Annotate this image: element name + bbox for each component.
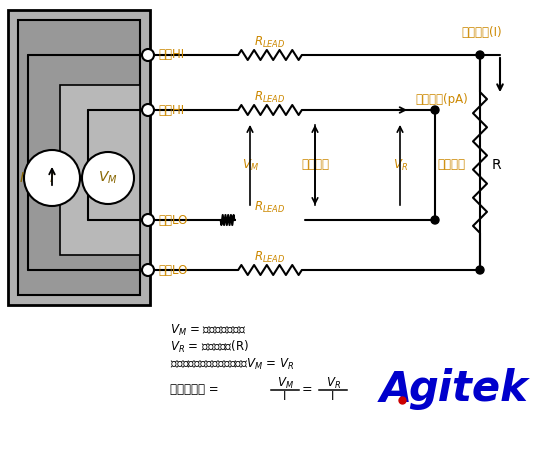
Circle shape (142, 49, 154, 61)
Text: $V_M$ = 仪表测量的电压: $V_M$ = 仪表测量的电压 (170, 322, 246, 337)
Text: $V_M$: $V_M$ (276, 376, 294, 391)
Text: A: A (380, 368, 412, 410)
Circle shape (142, 214, 154, 226)
Text: $V_R$: $V_R$ (392, 157, 408, 173)
Text: $R_{LEAD}$: $R_{LEAD}$ (254, 34, 286, 50)
Text: 引线电阻: 引线电阻 (301, 158, 329, 171)
Circle shape (142, 104, 154, 116)
Circle shape (82, 152, 134, 204)
Text: 测量的电阻 =: 测量的电阻 = (170, 383, 222, 396)
Text: 检测HI: 检测HI (158, 103, 184, 116)
Text: =: = (302, 383, 312, 396)
Text: $V_R$ = 电阻器电压(R): $V_R$ = 电阻器电压(R) (170, 339, 249, 355)
Circle shape (431, 106, 439, 114)
Text: $R_{LEAD}$: $R_{LEAD}$ (254, 89, 286, 105)
Text: 待测电阻: 待测电阻 (437, 158, 465, 171)
Text: 电源HI: 电源HI (158, 49, 184, 61)
Text: 电源LO: 电源LO (158, 263, 187, 276)
Text: $V_M$: $V_M$ (242, 157, 259, 173)
Text: I: I (283, 390, 286, 403)
Text: 检测电流(pA): 检测电流(pA) (415, 93, 468, 106)
Polygon shape (18, 20, 140, 295)
Text: R: R (492, 158, 501, 172)
Text: $R_{LEAD}$: $R_{LEAD}$ (254, 249, 286, 265)
Text: 由于检测电流可以忽略，所以$V_M$ = $V_R$: 由于检测电流可以忽略，所以$V_M$ = $V_R$ (170, 356, 295, 372)
Polygon shape (60, 85, 140, 255)
Circle shape (24, 150, 80, 206)
Circle shape (476, 51, 484, 59)
Text: $R_{LEAD}$: $R_{LEAD}$ (254, 199, 286, 215)
Text: 检测LO: 检测LO (158, 213, 187, 226)
Circle shape (142, 264, 154, 276)
Text: I: I (50, 171, 54, 185)
Circle shape (476, 266, 484, 274)
Polygon shape (8, 10, 150, 305)
Text: I: I (20, 171, 24, 185)
Text: gitek: gitek (408, 368, 528, 410)
Text: 测试电流(I): 测试电流(I) (461, 27, 502, 40)
Text: $V_R$: $V_R$ (326, 376, 341, 391)
Text: I: I (331, 390, 335, 403)
Text: $V_M$: $V_M$ (98, 170, 118, 186)
Circle shape (431, 216, 439, 224)
